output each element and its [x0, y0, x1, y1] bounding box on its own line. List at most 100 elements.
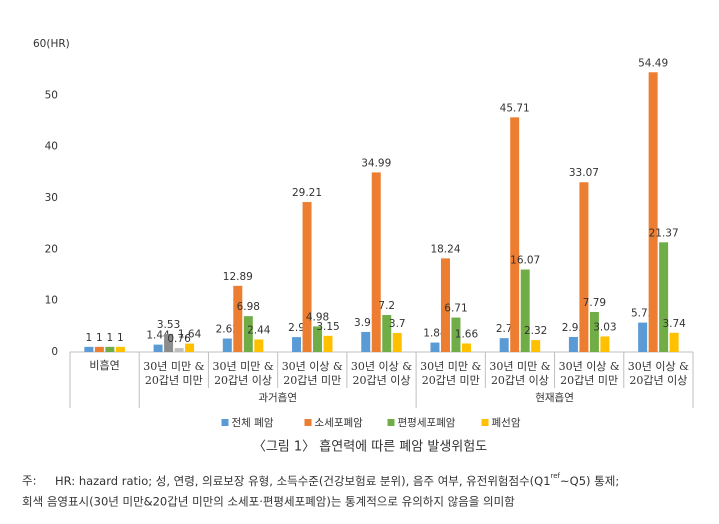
note: 회색 음영표시(30년 미만&20갑년 미만의 소세포·편평세포폐암)는 통계적…	[22, 495, 515, 509]
x-tick-label: 20갑년 미만	[145, 374, 203, 387]
value-label: 4.98	[306, 311, 329, 323]
value-label: 0.76	[167, 333, 191, 345]
bar	[222, 338, 232, 352]
value-label: 16.07	[510, 255, 540, 267]
x-tick-label: 30년 미만 &	[489, 360, 550, 373]
bar	[185, 343, 195, 352]
legend-label: 전체 폐암	[232, 417, 274, 429]
value-label: 2.93	[562, 322, 585, 334]
value-label: 1.64	[178, 329, 202, 341]
note-text: HR: hazard ratio; 성, 연령, 의료보장 유형, 소득수준(건…	[55, 474, 551, 488]
value-label: 2.7	[496, 323, 513, 335]
bar	[669, 332, 679, 352]
y-tick-label: 30	[45, 192, 58, 204]
bar	[430, 342, 440, 352]
bar	[659, 242, 669, 352]
legend-swatch	[221, 419, 229, 426]
bar	[174, 348, 184, 352]
bar	[292, 337, 302, 352]
bar	[115, 346, 125, 352]
bar	[510, 117, 520, 352]
value-label: 7.2	[378, 300, 395, 312]
x-tick-label: 30년 이상 &	[628, 360, 689, 373]
bar	[94, 346, 104, 352]
bar	[153, 344, 163, 352]
note-text: ~Q5) 통제;	[560, 474, 619, 488]
note: HR: hazard ratio; 성, 연령, 의료보장 유형, 소득수준(건…	[55, 472, 619, 488]
legend-label: 소세포폐암	[315, 417, 364, 429]
bar	[589, 312, 599, 352]
value-label: 3.03	[593, 321, 616, 333]
bar	[361, 331, 371, 352]
x-tick-label: 30년 미만 &	[420, 360, 481, 373]
bar	[440, 258, 450, 352]
value-label: 2.44	[247, 324, 271, 336]
note-label: 주:	[22, 474, 36, 488]
bar	[568, 336, 578, 352]
bar	[451, 317, 461, 352]
chart-title: 〈그림 1〉 흡연력에 따른 폐암 발생위험도	[253, 440, 487, 455]
group-label: 현재흡연	[535, 391, 574, 404]
bar	[499, 338, 509, 352]
bar	[371, 172, 381, 352]
bar	[531, 340, 541, 352]
legend-swatch	[387, 419, 395, 426]
x-tick-label: 20갑년 이상	[214, 374, 272, 387]
value-label: 1	[117, 332, 124, 344]
value-label: 6.71	[444, 303, 467, 315]
value-label: 3.74	[662, 318, 686, 330]
value-label: 1	[86, 332, 93, 344]
y-tick-label: 0	[51, 346, 58, 358]
y-tick-label: 20	[45, 243, 58, 255]
bar	[313, 326, 323, 352]
value-label: 2.62	[216, 324, 239, 336]
bar	[638, 322, 648, 352]
bar	[84, 346, 94, 352]
value-label: 3.53	[157, 319, 180, 331]
y-tick-label: 50	[45, 89, 58, 101]
value-label: 12.89	[223, 271, 253, 283]
legend-swatch	[481, 419, 489, 426]
x-tick-label: 비흡연	[89, 358, 119, 372]
bar	[243, 316, 253, 352]
bar	[164, 333, 174, 352]
legend-swatch	[304, 419, 312, 426]
y-tick-label: 40	[45, 141, 58, 153]
group-label: 과거흡연	[258, 391, 297, 404]
value-label: 34.99	[361, 157, 391, 169]
x-tick-label: 30년 이상 &	[351, 360, 412, 373]
x-tick-label: 30년 이상 &	[282, 360, 343, 373]
x-tick-label: 20갑년 이상	[353, 374, 411, 387]
bar	[579, 182, 589, 352]
x-tick-label: 30년 이상 &	[559, 360, 620, 373]
legend-label: 폐선암	[492, 417, 521, 429]
bar	[461, 343, 471, 352]
bar	[302, 202, 312, 352]
bar	[392, 333, 402, 352]
bar	[648, 72, 658, 352]
bar	[233, 285, 243, 352]
bar	[382, 315, 392, 352]
x-tick-label: 30년 미만 &	[143, 360, 204, 373]
note-sup: ref	[551, 472, 561, 480]
value-label: 1.66	[455, 328, 479, 340]
y-tick-label: 10	[45, 295, 58, 307]
bar	[254, 339, 264, 352]
x-tick-label: 20갑년 이상	[629, 374, 687, 387]
value-label: 7.79	[583, 297, 606, 309]
value-label: 5.73	[631, 308, 654, 320]
x-tick-label: 20갑년 미만	[422, 374, 480, 387]
x-tick-label: 20갑년 이상	[491, 374, 549, 387]
bar	[520, 269, 530, 352]
value-label: 6.98	[237, 301, 260, 313]
value-label: 3.7	[389, 318, 406, 330]
value-label: 33.07	[569, 167, 599, 179]
value-label: 21.37	[649, 227, 679, 239]
value-label: 1	[107, 332, 114, 344]
value-label: 2.9	[288, 322, 305, 334]
x-tick-label: 20갑년 미만	[560, 374, 618, 387]
bar	[600, 336, 610, 352]
x-tick-label: 30년 미만 &	[212, 360, 273, 373]
value-label: 45.71	[500, 102, 530, 114]
